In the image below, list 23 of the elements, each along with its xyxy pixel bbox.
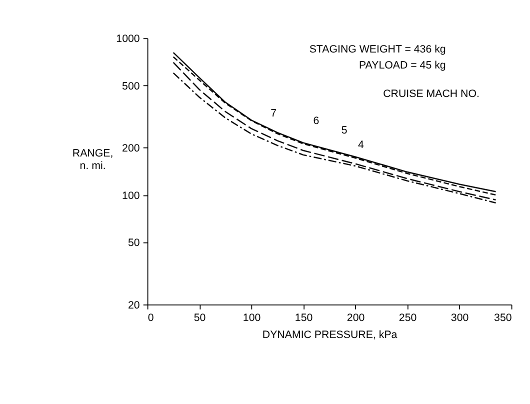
annotation: 7 (270, 107, 277, 120)
y-tick-label: 100 (122, 190, 140, 202)
annotation: CRUISE MACH NO. (383, 88, 480, 100)
y-tick-label: 50 (128, 237, 140, 250)
x-tick-label: 300 (450, 312, 469, 324)
y-tick-label: 20 (128, 300, 140, 312)
annotation: 6 (313, 115, 320, 128)
y-tick-label: 200 (122, 142, 140, 155)
annotation: 5 (341, 124, 348, 136)
x-tick-label: 250 (398, 312, 417, 324)
x-tick-label: 350 (494, 312, 512, 324)
x-tick-label: 50 (194, 312, 206, 324)
x-tick-label: 200 (346, 312, 365, 324)
annotation: PAYLOAD = 45 kg (358, 59, 446, 72)
x-tick-label: 100 (242, 312, 261, 324)
annotation: 4 (358, 138, 364, 151)
x-axis-title: DYNAMIC PRESSURE, kPa (262, 328, 398, 341)
y-tick-label: 1000 (116, 33, 140, 46)
y-axis-title: RANGE, n. mi. (72, 148, 114, 172)
annotation: STAGING WEIGHT = 436 kg (309, 43, 446, 56)
x-tick-label: 150 (294, 312, 313, 324)
x-tick-label: 0 (148, 312, 154, 324)
y-tick-label: 500 (122, 80, 140, 92)
